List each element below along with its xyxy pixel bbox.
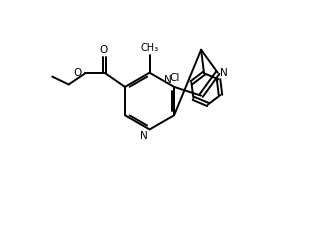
- Text: N: N: [220, 68, 228, 78]
- Text: N: N: [164, 75, 172, 85]
- Text: CH₃: CH₃: [141, 43, 159, 53]
- Text: N: N: [140, 131, 148, 141]
- Text: O: O: [100, 45, 108, 55]
- Text: Cl: Cl: [169, 73, 180, 84]
- Text: O: O: [74, 68, 82, 78]
